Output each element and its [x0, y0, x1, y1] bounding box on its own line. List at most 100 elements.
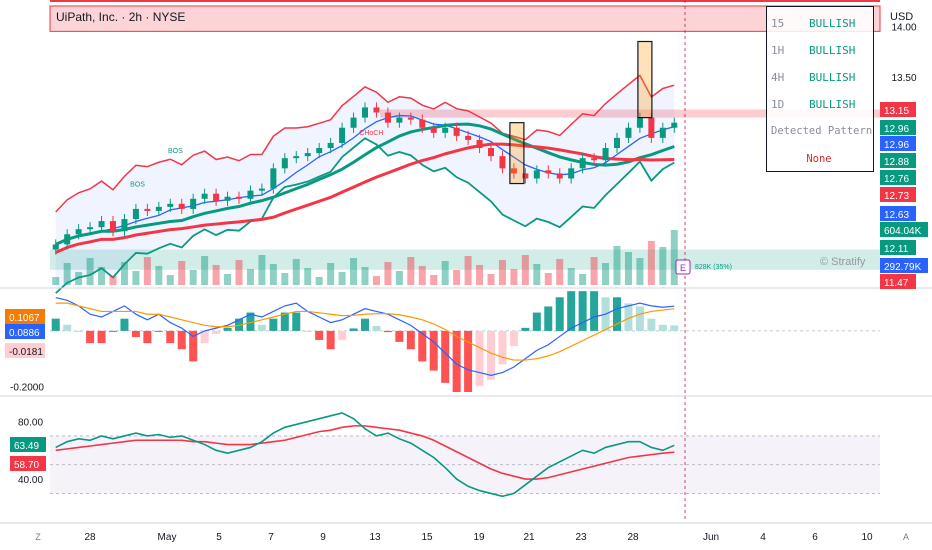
event-marker[interactable] — [675, 259, 691, 275]
volume-bar — [269, 264, 277, 285]
candle-body — [533, 170, 540, 179]
candle-body — [144, 208, 151, 211]
volume-bar — [544, 273, 552, 285]
symbol-title[interactable]: UiPath, Inc. · 2h · NYSE — [56, 10, 186, 24]
rsi-line — [55, 412, 675, 498]
histogram-bar — [269, 318, 278, 331]
macd-badge — [5, 309, 45, 324]
candle-body — [659, 127, 666, 138]
candle-body — [407, 117, 414, 120]
volume-bar — [52, 277, 60, 285]
volume-bar — [132, 271, 140, 285]
volume-bar — [246, 269, 254, 285]
volume-bar — [235, 260, 243, 285]
candle-body — [648, 117, 655, 138]
histogram-bar — [452, 330, 461, 392]
volume-bar — [189, 270, 197, 285]
histogram-bar — [670, 325, 679, 331]
histogram-bar — [624, 303, 633, 331]
histogram-bar — [223, 327, 232, 331]
candle-body — [556, 173, 563, 179]
histogram-bar — [200, 330, 209, 344]
volume-bar — [166, 275, 174, 285]
candle-body — [201, 193, 208, 199]
volume-bar — [63, 263, 71, 285]
volume-bar — [395, 271, 403, 285]
macd-badge-text: 0.1067 — [9, 313, 40, 324]
candle-body — [453, 127, 460, 136]
candle-body — [362, 107, 368, 118]
candle-body — [419, 119, 426, 128]
price-badge-text: 12.63 — [884, 210, 909, 221]
histogram-bar — [303, 330, 312, 332]
price-tick: 13.50 — [891, 73, 916, 84]
histogram-bar — [464, 330, 473, 392]
histogram-bar — [154, 330, 163, 332]
candle-body — [671, 122, 678, 128]
demand-zone — [50, 249, 880, 270]
candle-body — [602, 148, 609, 161]
volume-bar — [476, 265, 484, 285]
x-axis-label: 21 — [523, 532, 535, 543]
volume-bar — [556, 259, 564, 285]
candle-body — [339, 127, 346, 143]
price-tick: 14.00 — [891, 22, 916, 33]
candle-body — [396, 117, 403, 123]
signal-line — [55, 302, 675, 361]
price-badge — [880, 274, 916, 289]
pattern-box — [637, 40, 653, 119]
trend-status: BULLISH — [809, 44, 856, 57]
histogram-bar — [635, 306, 644, 331]
volume-bar — [361, 267, 369, 285]
volume-bar — [430, 275, 438, 285]
volume-bar — [510, 269, 518, 285]
timeframe-label: 1D — [771, 98, 785, 111]
x-axis-label: 19 — [473, 532, 485, 543]
price-badge — [880, 102, 916, 117]
volume-bar — [441, 261, 449, 285]
histogram-bar — [509, 330, 518, 347]
rsi-badge — [10, 437, 46, 452]
volume-bar — [602, 263, 610, 285]
price-badge — [880, 240, 916, 255]
histogram-bar — [63, 324, 72, 331]
histogram-bar — [567, 291, 576, 331]
histogram-bar — [544, 306, 553, 331]
structure-label: CHoCH — [359, 130, 383, 137]
currency-label[interactable]: USD — [890, 11, 914, 23]
status-row-4h: 4H BULLISH — [771, 71, 871, 84]
macd-badge-text: -0.0181 — [9, 347, 43, 358]
histogram-bar — [109, 330, 117, 332]
histogram-bar — [166, 330, 175, 344]
candle-body — [213, 193, 220, 201]
price-badge — [880, 153, 916, 168]
volume-bar — [350, 258, 358, 285]
histogram-bar — [315, 330, 324, 341]
volume-bar — [327, 263, 335, 285]
price-badge — [880, 206, 916, 221]
candle-body — [98, 221, 105, 228]
volume-bar — [338, 272, 346, 285]
x-axis-label: 15 — [421, 532, 433, 543]
histogram-bar — [590, 291, 599, 331]
rsi-tick: 80.00 — [18, 418, 43, 429]
candle-body — [224, 196, 231, 201]
volume-bar — [212, 265, 220, 285]
histogram-bar — [257, 324, 266, 331]
x-axis-label: 9 — [320, 532, 326, 543]
price-badge-text: 11.47 — [884, 278, 909, 289]
macd-badge — [5, 343, 45, 358]
price-badge-text: 12.73 — [884, 191, 909, 202]
candle-body — [350, 117, 357, 128]
x-axis-label: 5 — [216, 532, 222, 543]
volume-bar — [659, 247, 667, 285]
histogram-bar — [361, 318, 369, 331]
candle-body — [545, 170, 552, 174]
trend-status: BULLISH — [809, 17, 856, 30]
histogram-bar — [131, 330, 140, 337]
candle-body — [579, 158, 586, 169]
detected-pattern-label: Detected Pattern — [771, 125, 873, 137]
volume-bar — [418, 266, 426, 285]
trend-status-table: 15 BULLISH 1H BULLISH 4H BULLISH 1D BULLISH … — [766, 6, 874, 172]
